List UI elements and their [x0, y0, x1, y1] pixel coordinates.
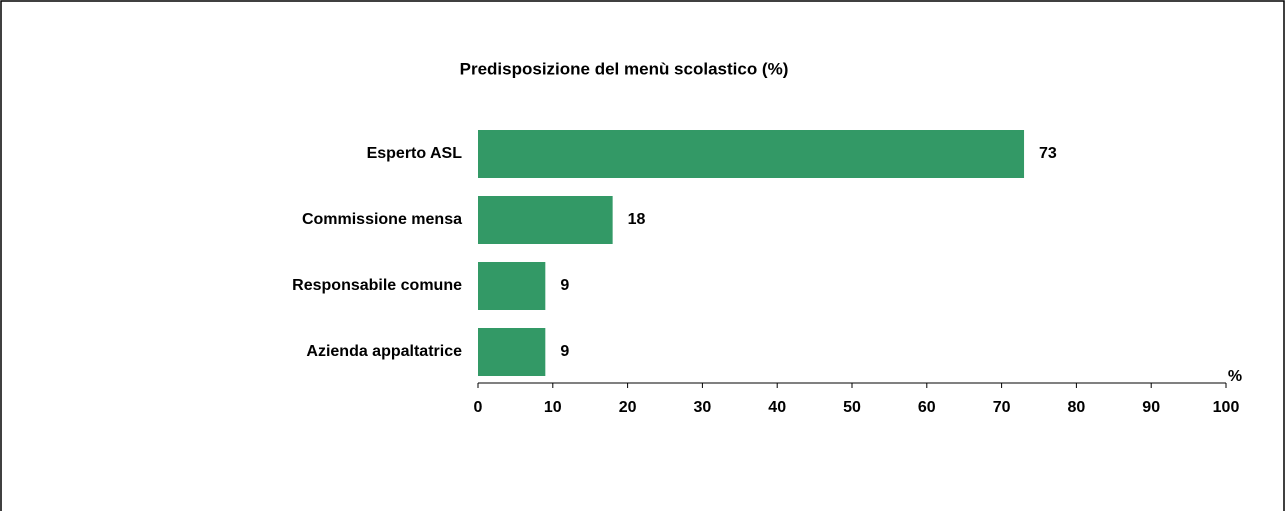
x-axis-label: %: [1228, 368, 1242, 385]
x-tick-label: 0: [474, 399, 483, 416]
y-tick-label: Responsabile comune: [292, 277, 462, 294]
bar: [478, 262, 546, 310]
bar: [478, 328, 546, 376]
x-tick-label: 40: [768, 399, 786, 416]
y-tick-label: Esperto ASL: [367, 145, 463, 162]
x-tick-label: 60: [918, 399, 936, 416]
bar: [478, 196, 613, 244]
x-tick-label: 80: [1068, 399, 1086, 416]
x-tick-label: 10: [544, 399, 562, 416]
value-label: 9: [560, 343, 569, 360]
x-tick-label: 70: [993, 399, 1011, 416]
y-tick-label: Azienda appaltatrice: [306, 343, 462, 360]
y-tick-label: Commissione mensa: [302, 211, 462, 228]
x-tick-label: 30: [694, 399, 712, 416]
x-tick-label: 20: [619, 399, 637, 416]
chart-title: Predisposizione del menù scolastico (%): [460, 59, 789, 78]
bar: [478, 130, 1025, 178]
value-label: 9: [560, 277, 569, 294]
x-tick-label: 90: [1142, 399, 1160, 416]
x-tick-label: 50: [843, 399, 861, 416]
value-label: 18: [628, 211, 646, 228]
value-label: 73: [1039, 145, 1057, 162]
x-tick-label: 100: [1213, 399, 1240, 416]
